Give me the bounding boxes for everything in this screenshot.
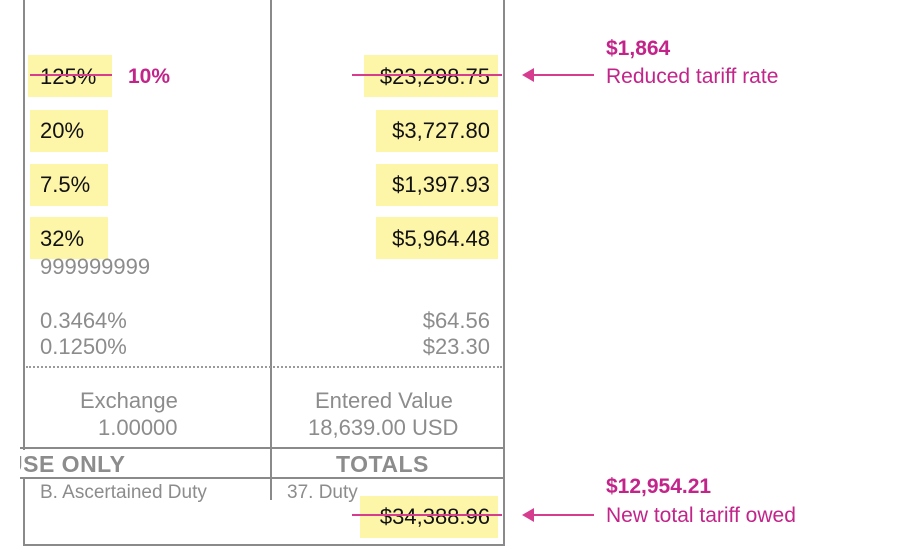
fee-amount-1: $64.56	[422, 308, 490, 333]
rate-2: 20%	[40, 118, 85, 143]
amount-strikethrough	[352, 74, 502, 76]
new-total-arrow	[522, 508, 594, 522]
amount-highlight-3	[376, 164, 498, 206]
rate-strikethrough	[30, 74, 112, 76]
rate-highlight-1	[28, 55, 112, 97]
fee-amount-2: $23.30	[422, 334, 490, 359]
use-only-header: USE ONLY	[6, 451, 126, 477]
total-highlight	[360, 496, 498, 538]
rate-1: 125%	[40, 64, 97, 89]
amount-1: $23,298.75	[379, 64, 490, 89]
lower-left-border	[23, 478, 25, 546]
amount-highlight-2	[376, 110, 498, 152]
rate-highlight-3	[30, 164, 108, 206]
new-total-amount: $12,954.21	[606, 475, 712, 498]
header-crop-mask	[0, 450, 20, 478]
column-divider	[270, 0, 272, 500]
section-rule-mid	[20, 477, 505, 479]
reduced-amount: $1,864	[606, 37, 671, 60]
exchange-value: 1.00000	[98, 415, 178, 440]
amount-4: $5,964.48	[392, 226, 490, 251]
total-duty: $34,388.96	[379, 504, 490, 529]
fee-rate-1: 0.3464%	[40, 308, 127, 333]
dotted-separator	[26, 366, 502, 368]
left-border	[23, 0, 25, 450]
exchange-label: Exchange	[80, 388, 178, 413]
amount-highlight-1	[364, 55, 498, 97]
ascertained-duty-label: B. Ascertained Duty	[40, 482, 207, 503]
bottom-border	[23, 544, 505, 546]
new-rate: 10%	[128, 65, 171, 88]
fee-rate-2: 0.1250%	[40, 334, 127, 359]
entered-value-label: Entered Value	[315, 388, 453, 413]
total-strikethrough	[352, 514, 502, 516]
rate-3: 7.5%	[40, 172, 91, 197]
entered-value: 18,639.00 USD	[308, 415, 459, 440]
rate-4: 32%	[40, 226, 85, 251]
amount-highlight-4	[376, 217, 498, 259]
right-border	[503, 0, 505, 545]
rate-highlight-2	[30, 110, 108, 152]
reduced-caption: Reduced tariff rate	[606, 65, 779, 88]
reference-number: 999999999	[40, 254, 151, 279]
totals-header: TOTALS	[336, 451, 429, 477]
amount-2: $3,727.80	[392, 118, 490, 143]
new-total-caption: New total tariff owed	[606, 504, 796, 527]
duty-label: 37. Duty	[287, 482, 358, 503]
rate-highlight-4	[30, 217, 108, 259]
amount-3: $1,397.93	[392, 172, 490, 197]
section-rule-top	[20, 447, 505, 449]
reduced-rate-arrow	[522, 68, 594, 82]
